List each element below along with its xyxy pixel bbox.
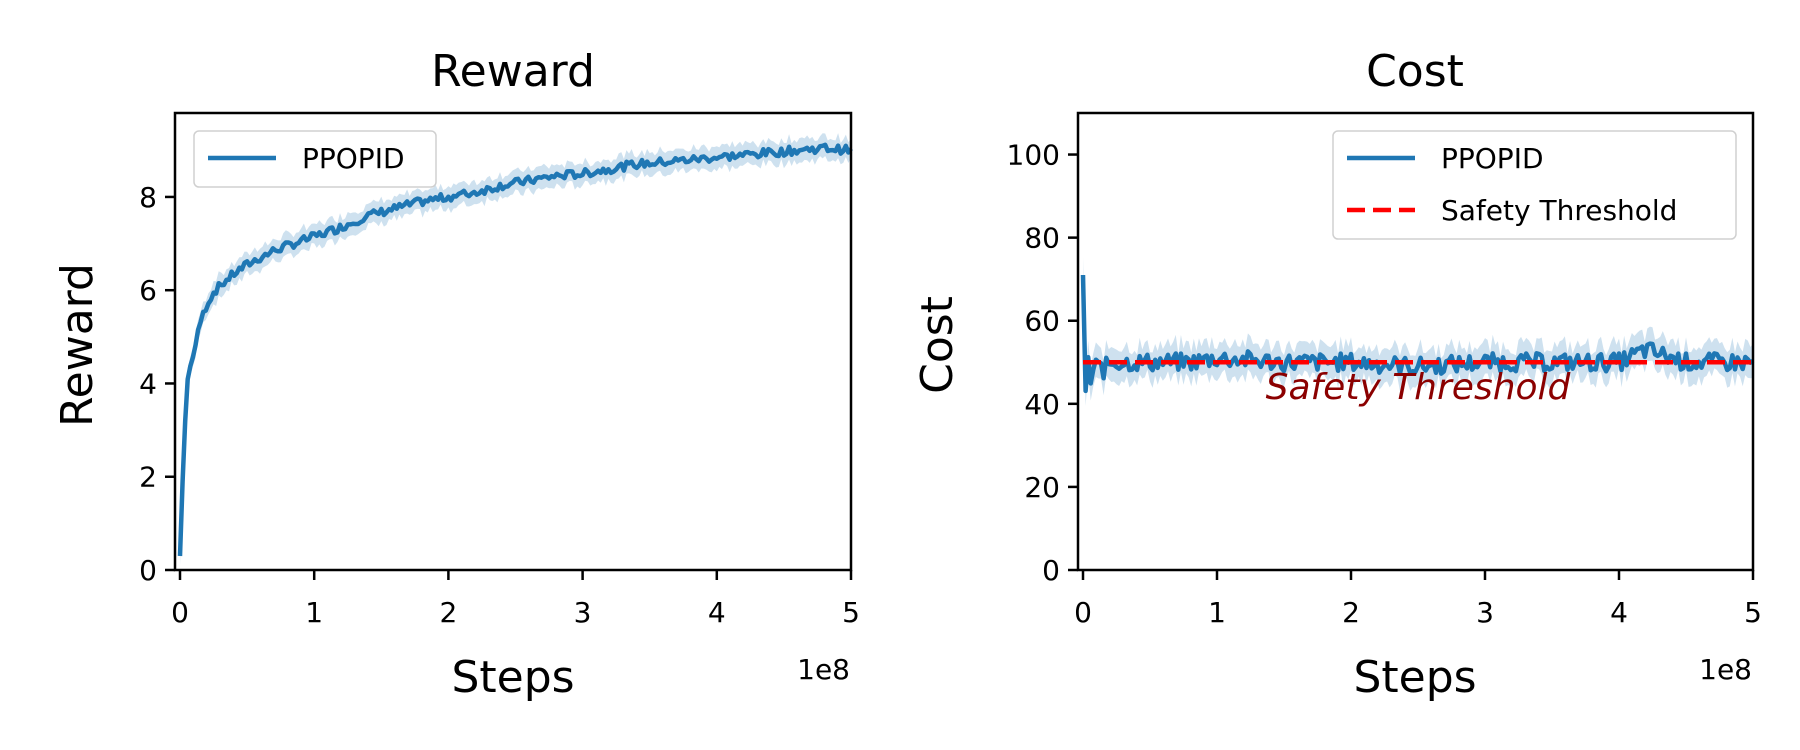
reward-ytick-label: 8: [139, 181, 157, 214]
cost-chart-x-offset: 1e8: [1699, 653, 1752, 686]
reward-legend-label: PPOPID: [302, 142, 405, 175]
cost-chart-ylabel: Cost: [912, 296, 963, 394]
cost-ytick-label: 60: [1024, 305, 1060, 338]
reward-xtick-label: 1: [305, 596, 323, 629]
cost-chart: Cost Steps Cost 1e8 Safety Threshold 0 1 2 3…: [912, 46, 1762, 703]
cost-xtick-label: 2: [1342, 596, 1360, 629]
cost-legend-label: Safety Threshold: [1441, 194, 1677, 227]
reward-xtick-label: 4: [708, 596, 726, 629]
cost-ytick-label: 20: [1024, 471, 1060, 504]
reward-series-line-0: [177, 142, 853, 557]
cost-axes-frame: [1076, 111, 1755, 572]
reward-ytick-label: 6: [139, 274, 157, 307]
reward-legend-box: [193, 130, 437, 188]
reward-chart-x-offset: 1e8: [797, 653, 850, 686]
threshold-annotation: Safety Threshold: [1266, 367, 1572, 408]
cost-ytick-label: 80: [1024, 222, 1060, 255]
reward-series-band: [180, 133, 851, 566]
reward-axes-frame: [173, 111, 853, 572]
cost-xtick-label: 0: [1074, 596, 1092, 629]
cost-legend: PPOPID Safety Threshold: [1332, 130, 1737, 240]
cost-xtick-label: 3: [1476, 596, 1494, 629]
reward-chart-xlabel: Steps: [451, 652, 574, 703]
reward-xtick-label: 3: [574, 596, 592, 629]
cost-xtick-label: 1: [1208, 596, 1226, 629]
reward-chart: Reward Steps Reward 1e8 0 1 2 3 4 5 0 2 4 6 8 PPOPI…: [52, 46, 860, 703]
reward-xtick-label: 2: [439, 596, 457, 629]
cost-ytick-label: 40: [1024, 388, 1060, 421]
cost-ytick-label: 100: [1007, 139, 1060, 172]
cost-chart-title: Cost: [1366, 46, 1464, 97]
reward-chart-title: Reward: [431, 46, 595, 97]
reward-legend: PPOPID: [193, 130, 437, 188]
cost-xtick-label: 4: [1610, 596, 1628, 629]
reward-ytick-label: 4: [139, 367, 157, 400]
reward-xtick-label: 5: [842, 596, 860, 629]
reward-ytick-label: 2: [139, 461, 157, 494]
reward-chart-ylabel: Reward: [52, 263, 103, 427]
cost-series-band: [1083, 257, 1753, 406]
cost-legend-label: PPOPID: [1441, 142, 1544, 175]
reward-xtick-label: 0: [171, 596, 189, 629]
cost-xtick-label: 5: [1744, 596, 1762, 629]
cost-chart-xlabel: Steps: [1353, 652, 1476, 703]
cost-ytick-label: 0: [1042, 554, 1060, 587]
reward-ytick-label: 0: [139, 554, 157, 587]
cost-legend-box: [1332, 130, 1737, 240]
